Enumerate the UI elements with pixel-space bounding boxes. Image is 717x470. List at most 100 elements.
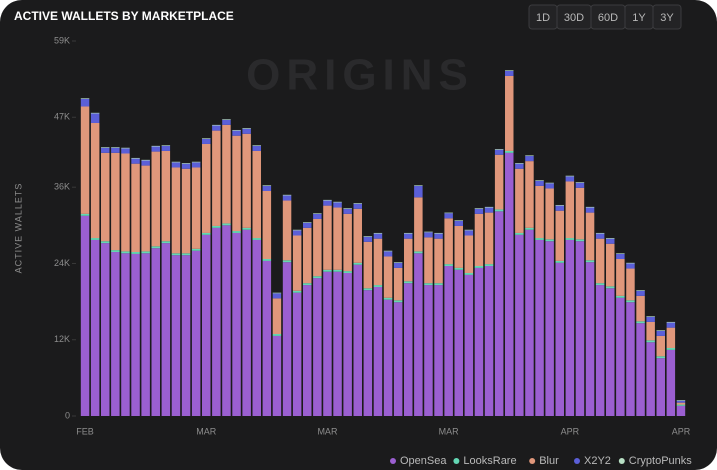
bar-segment — [616, 297, 625, 416]
bar-segment — [575, 182, 585, 183]
range-button-label[interactable]: 3Y — [660, 12, 674, 24]
bar-segment — [595, 233, 605, 239]
bar-segment — [121, 251, 130, 254]
bar-segment — [141, 251, 150, 254]
bar-segment — [272, 293, 282, 299]
bar-segment — [555, 210, 564, 261]
bar-segment — [646, 342, 655, 416]
bar-segment — [636, 290, 645, 291]
bar-segment — [272, 334, 282, 336]
bar-segment — [444, 213, 453, 219]
bar-segment — [636, 290, 645, 296]
bar-segment — [101, 243, 110, 416]
bar-segment — [555, 260, 564, 263]
bar-segment — [252, 145, 261, 151]
bar-segment — [666, 349, 676, 416]
bar-segment — [292, 292, 302, 416]
bar-segment — [393, 267, 403, 301]
bar-segment — [80, 98, 90, 99]
bar-segment — [191, 250, 201, 416]
bar-segment — [515, 168, 524, 233]
bar-segment — [414, 197, 423, 252]
bar-segment — [151, 246, 160, 249]
bar-segment — [656, 330, 665, 331]
bar-segment — [131, 252, 140, 254]
bar-segment — [353, 262, 362, 265]
x-tick-label: MAR — [317, 426, 338, 436]
bar-segment — [474, 267, 484, 416]
bar-segment — [444, 218, 453, 265]
bar-segment — [252, 150, 261, 239]
bar-segment — [313, 213, 322, 219]
bar-segment — [414, 251, 423, 254]
bar-segment — [555, 205, 564, 211]
bar-segment — [80, 98, 90, 107]
bar-segment — [393, 302, 403, 416]
chart-title: ACTIVE WALLETS BY MARKETPLACE — [14, 9, 234, 23]
bar-segment — [363, 290, 373, 416]
bar-segment — [363, 236, 373, 237]
bar-segment — [585, 206, 595, 208]
bar-segment — [212, 227, 221, 416]
bar-segment — [373, 285, 383, 287]
bar-segment — [212, 125, 221, 131]
bar-segment — [202, 138, 211, 144]
range-button-label[interactable]: 60D — [598, 12, 618, 24]
bar-segment — [404, 283, 413, 416]
y-tick-label: 47K — [54, 112, 70, 122]
bar-segment — [373, 238, 383, 286]
bar-segment — [656, 358, 665, 416]
bar-segment — [676, 404, 686, 406]
bar-segment — [303, 285, 312, 416]
bar-segment — [666, 347, 676, 350]
bar-segment — [333, 269, 342, 272]
bar-segment — [626, 262, 635, 264]
bar-segment — [424, 231, 433, 233]
bar-segment — [575, 241, 585, 416]
range-button-label[interactable]: 30D — [564, 12, 584, 24]
bar-segment — [161, 241, 171, 244]
bar-segment — [212, 225, 221, 228]
bar-segment — [101, 147, 110, 153]
bar-segment — [535, 238, 544, 240]
bar-segment — [646, 316, 655, 317]
bar-segment — [666, 322, 676, 328]
legend-label: Blur — [539, 455, 559, 467]
bar-segment — [191, 162, 201, 168]
bar-segment — [232, 135, 241, 232]
bar-segment — [222, 124, 231, 224]
bar-segment — [606, 238, 615, 239]
bar-segment — [454, 267, 463, 270]
bar-segment — [454, 269, 463, 416]
bar-segment — [343, 271, 352, 273]
bar-segment — [474, 208, 484, 214]
bar-segment — [161, 145, 171, 151]
range-button-label[interactable]: 1Y — [632, 12, 646, 24]
bar-segment — [474, 213, 484, 266]
bar-segment — [393, 262, 403, 263]
bar-segment — [121, 147, 130, 149]
bar-segment — [535, 180, 544, 186]
bar-segment — [363, 241, 373, 289]
bar-segment — [232, 130, 241, 136]
bar-segment — [171, 255, 181, 416]
bar-segment — [292, 229, 302, 231]
y-tick-label: 36K — [54, 182, 70, 192]
bar-segment — [434, 283, 443, 286]
bar-segment — [333, 202, 342, 208]
legend-swatch — [618, 458, 625, 464]
bar-segment — [494, 149, 504, 155]
bar-segment — [262, 185, 272, 186]
bar-segment — [343, 213, 352, 272]
bar-segment — [424, 285, 433, 416]
bar-segment — [454, 220, 463, 221]
bar-segment — [242, 128, 251, 129]
bar-segment — [525, 155, 534, 157]
bar-segment — [474, 266, 484, 268]
bar-segment — [444, 264, 453, 266]
range-button-label[interactable]: 1D — [536, 12, 550, 24]
bar-segment — [525, 229, 534, 416]
bar-segment — [606, 286, 615, 289]
range-button[interactable] — [652, 4, 682, 30]
